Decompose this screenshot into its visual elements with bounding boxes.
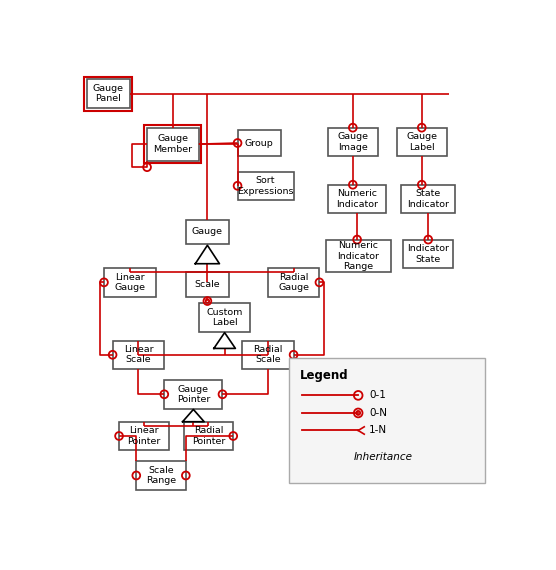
Text: Scale: Scale — [195, 280, 220, 289]
Bar — [404, 239, 453, 268]
Bar — [84, 77, 132, 111]
Text: Linear
Gauge: Linear Gauge — [115, 272, 145, 292]
Text: 0-1: 0-1 — [369, 390, 386, 400]
Bar — [237, 130, 281, 156]
Bar — [119, 422, 168, 450]
Text: Custom
Label: Custom Label — [206, 308, 243, 327]
Bar — [289, 358, 485, 483]
Bar — [268, 268, 320, 296]
Text: Gauge
Panel: Gauge Panel — [93, 84, 124, 103]
Bar — [145, 125, 201, 163]
Bar — [136, 461, 186, 490]
Text: Inheritance: Inheritance — [354, 452, 413, 462]
Text: Scale
Range: Scale Range — [146, 466, 176, 485]
Bar — [199, 303, 250, 332]
Bar — [87, 79, 130, 108]
Text: Radial
Pointer: Radial Pointer — [192, 426, 225, 446]
Text: Indicator
State: Indicator State — [407, 244, 449, 263]
Text: Gauge
Pointer: Gauge Pointer — [177, 385, 210, 404]
Text: Gauge
Image: Gauge Image — [337, 132, 368, 152]
Text: Group: Group — [245, 139, 274, 148]
Bar — [104, 268, 156, 296]
Bar — [328, 128, 378, 156]
Text: Gauge: Gauge — [192, 227, 223, 237]
Text: Radial
Gauge: Radial Gauge — [278, 272, 309, 292]
Text: Linear
Pointer: Linear Pointer — [127, 426, 161, 446]
Text: Gauge
Member: Gauge Member — [153, 135, 192, 154]
Text: Linear
Scale: Linear Scale — [123, 345, 153, 364]
Text: Radial
Scale: Radial Scale — [253, 345, 282, 364]
Text: Gauge
Label: Gauge Label — [406, 132, 437, 152]
Bar — [183, 422, 234, 450]
Text: 1-N: 1-N — [369, 425, 387, 435]
Bar — [237, 172, 294, 200]
Text: State
Indicator: State Indicator — [407, 189, 449, 209]
Bar — [186, 272, 229, 296]
Bar — [147, 128, 199, 161]
Bar — [112, 340, 165, 369]
Text: Numeric
Indicator
Range: Numeric Indicator Range — [337, 241, 379, 271]
Text: 0-N: 0-N — [369, 408, 387, 418]
Text: Numeric
Indicator: Numeric Indicator — [336, 189, 378, 209]
Bar — [242, 340, 294, 369]
Bar — [401, 185, 455, 213]
Bar — [165, 380, 222, 409]
Bar — [328, 185, 386, 213]
Text: Sort
Expressions: Sort Expressions — [237, 176, 294, 196]
Bar — [326, 239, 390, 272]
Bar — [186, 220, 229, 244]
Text: Legend: Legend — [300, 369, 349, 382]
Bar — [397, 128, 446, 156]
